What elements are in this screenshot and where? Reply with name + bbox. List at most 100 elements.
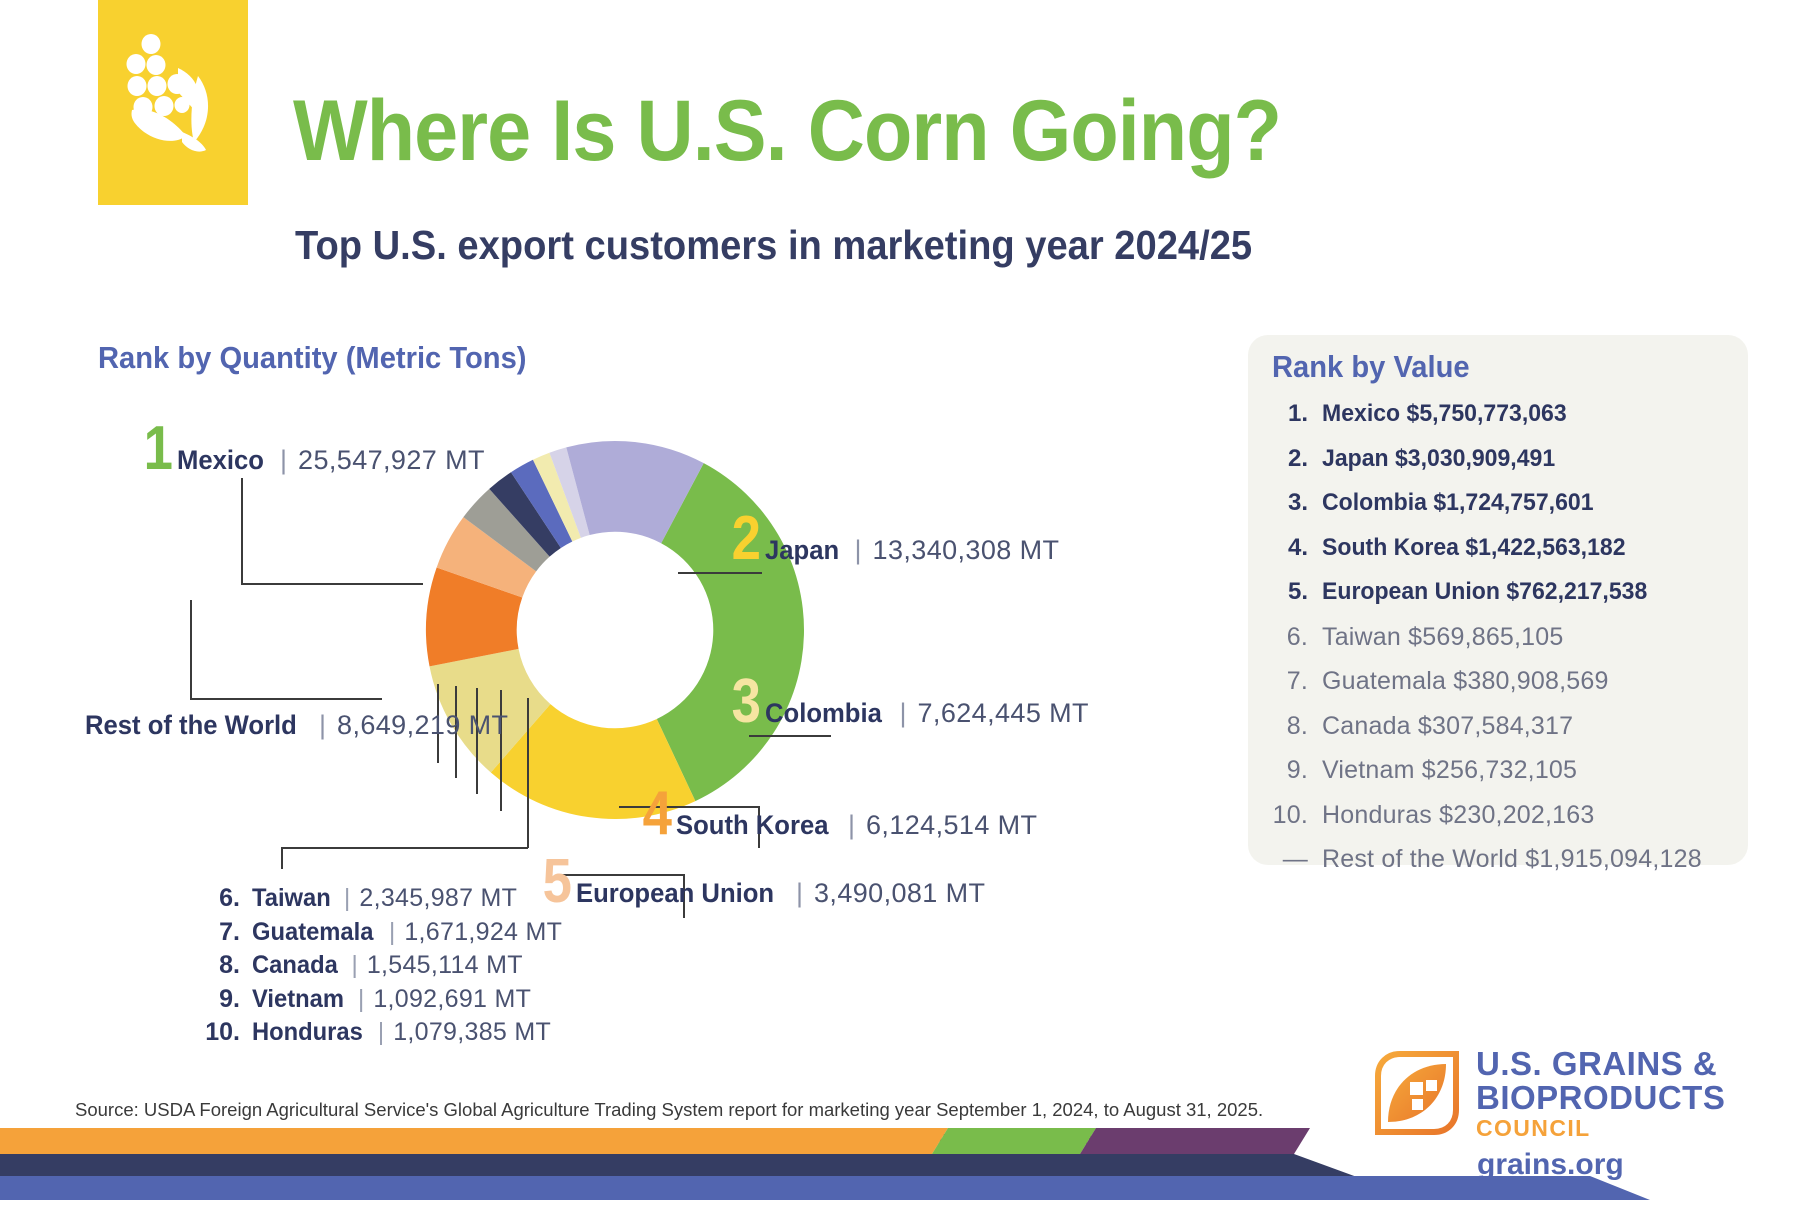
logo-line-3: COUNCIL bbox=[1476, 1115, 1591, 1141]
minor-separator: | bbox=[343, 884, 351, 912]
value-rank-list: 1. Mexico $5,750,773,063 2. Japan $3,030,90… bbox=[1272, 400, 1752, 890]
callout-country-european-union: European Union bbox=[576, 878, 775, 908]
minor-country: Guatemala bbox=[252, 917, 374, 946]
value-item-text: European Union $762,217,538 bbox=[1322, 578, 1648, 605]
donut-slice-south-korea bbox=[426, 567, 523, 667]
callout-country-south-korea: South Korea bbox=[676, 810, 829, 840]
leader-canada-v bbox=[476, 688, 478, 794]
leader-guatemala-v bbox=[500, 690, 502, 811]
callout-separator: | bbox=[854, 535, 862, 565]
value-item-text: Guatemala $380,908,569 bbox=[1322, 667, 1609, 695]
quantity-minor-list: 6. Taiwan | 2,345,987 MT 7. Guatemala | … bbox=[198, 884, 562, 1052]
donut-slice-japan bbox=[490, 704, 696, 819]
leader-mexico-horizontal bbox=[241, 583, 423, 585]
minor-country: Vietnam bbox=[252, 984, 344, 1013]
leaf-logo-icon bbox=[1374, 1050, 1460, 1141]
value-list-item: 10. Honduras $230,202,163 bbox=[1272, 801, 1752, 846]
value-item-rank: 8. bbox=[1286, 711, 1308, 740]
value-item-rank: 1. bbox=[1287, 400, 1308, 427]
minor-rank: 7. bbox=[219, 917, 240, 946]
leader-taiwan-v bbox=[527, 698, 529, 848]
leader-mexico-vertical bbox=[241, 478, 243, 584]
value-item-rank: 7. bbox=[1286, 667, 1308, 695]
minor-country: Taiwan bbox=[252, 884, 331, 912]
list-item: 6. Taiwan | 2,345,987 MT bbox=[198, 884, 562, 918]
leader-honduras-v bbox=[437, 684, 439, 763]
callout-value-japan: 13,340,308 MT bbox=[872, 535, 1060, 565]
value-item-text: Colombia $1,724,757,601 bbox=[1322, 489, 1594, 516]
minor-value: 1,092,691 MT bbox=[373, 984, 532, 1013]
donut-slice-canada bbox=[510, 459, 573, 548]
callout-separator: | bbox=[280, 445, 288, 475]
leader-row-horizontal bbox=[190, 698, 382, 700]
donut-slice-mexico bbox=[656, 463, 804, 802]
bottom-decoration-bar bbox=[0, 1128, 1800, 1200]
callout-colombia: 3 Colombia | 7,624,445 MT bbox=[729, 667, 1089, 736]
value-item-rank: 10. bbox=[1272, 800, 1308, 829]
callout-separator: | bbox=[795, 878, 803, 908]
callout-value-european-union: 3,490,081 MT bbox=[814, 878, 986, 908]
callout-rank-colombia: 3 bbox=[731, 667, 761, 736]
list-item: 8. Canada | 1,545,114 MT bbox=[198, 951, 562, 985]
value-list-item: 2. Japan $3,030,909,491 bbox=[1272, 445, 1752, 490]
value-item-text: Japan $3,030,909,491 bbox=[1322, 444, 1556, 472]
leader-eu-vertical bbox=[683, 874, 685, 918]
callout-rest-of-world: Rest of the World | 8,649,219 MT bbox=[85, 710, 508, 741]
callout-south-korea: 4 South Korea | 6,124,514 MT bbox=[640, 783, 1038, 845]
donut-slice-vietnam bbox=[532, 452, 581, 542]
callout-country-japan: Japan bbox=[765, 535, 840, 565]
value-item-rank: 4. bbox=[1287, 533, 1308, 561]
callout-separator: | bbox=[899, 698, 907, 728]
value-item-text: Mexico $5,750,773,063 bbox=[1322, 400, 1567, 427]
donut-slice-european-union bbox=[436, 517, 537, 598]
list-item: 7. Guatemala | 1,671,924 MT bbox=[198, 918, 562, 952]
callout-separator: | bbox=[319, 710, 327, 740]
leader-japan bbox=[678, 572, 762, 574]
page-title: Where Is U.S. Corn Going? bbox=[293, 83, 1282, 179]
corn-badge bbox=[98, 0, 248, 205]
value-item-text: Rest of the World $1,915,094,128 bbox=[1322, 845, 1702, 873]
minor-separator: | bbox=[357, 984, 365, 1013]
logo-wordmark: U.S. GRAINS & BIOPRODUCTS COUNCIL bbox=[1476, 1047, 1725, 1142]
logo-line-1: U.S. GRAINS & bbox=[1476, 1045, 1718, 1082]
callout-value-colombia: 7,624,445 MT bbox=[917, 698, 1089, 728]
list-item: 10. Honduras | 1,079,385 MT bbox=[198, 1018, 562, 1052]
value-panel bbox=[1248, 335, 1748, 865]
value-item-rank: 6. bbox=[1286, 622, 1308, 651]
donut-slice-colombia bbox=[429, 648, 551, 773]
minor-rank: 10. bbox=[205, 1018, 240, 1046]
callout-value-rest-of-world: 8,649,219 MT bbox=[337, 710, 509, 740]
value-list-item: — Rest of the World $1,915,094,128 bbox=[1272, 845, 1752, 890]
value-list-item: 8. Canada $307,584,317 bbox=[1272, 712, 1752, 757]
callout-value-south-korea: 6,124,514 MT bbox=[866, 810, 1038, 840]
minor-separator: | bbox=[377, 1018, 385, 1046]
value-item-rank: — bbox=[1282, 845, 1308, 873]
callout-rank-mexico: 1 bbox=[143, 414, 173, 483]
source-line-1: Source: USDA Foreign Agricultural Servic… bbox=[75, 1099, 1264, 1120]
value-item-rank: 5. bbox=[1287, 578, 1308, 605]
leader-taiwan-h bbox=[281, 847, 528, 849]
value-list-item: 5. European Union $762,217,538 bbox=[1272, 578, 1752, 623]
value-item-rank: 3. bbox=[1287, 489, 1308, 516]
minor-rank: 6. bbox=[219, 884, 240, 912]
value-item-text: Canada $307,584,317 bbox=[1322, 711, 1574, 740]
donut-slice-taiwan bbox=[463, 488, 550, 572]
value-list-item: 1. Mexico $5,750,773,063 bbox=[1272, 400, 1752, 445]
callout-rank-european-union: 5 bbox=[542, 847, 572, 916]
minor-value: 1,545,114 MT bbox=[366, 951, 523, 979]
donut-chart bbox=[425, 440, 805, 820]
callout-separator: | bbox=[848, 810, 856, 840]
value-section-heading: Rank by Value bbox=[1272, 349, 1470, 384]
value-list-item: 9. Vietnam $256,732,105 bbox=[1272, 756, 1752, 801]
donut-slice-honduras bbox=[549, 447, 590, 538]
page-subtitle: Top U.S. export customers in marketing y… bbox=[295, 222, 1253, 268]
value-item-text: Honduras $230,202,163 bbox=[1322, 800, 1595, 829]
callout-country-rest-of-world: Rest of the World bbox=[85, 710, 297, 740]
leader-comb-drop bbox=[281, 847, 283, 869]
value-list-item: 7. Guatemala $380,908,569 bbox=[1272, 667, 1752, 712]
logo-url[interactable]: grains.org bbox=[1477, 1148, 1624, 1181]
logo-line-2: BIOPRODUCTS bbox=[1476, 1079, 1726, 1116]
leader-korea-vertical bbox=[758, 806, 760, 848]
value-list-item: 6. Taiwan $569,865,105 bbox=[1272, 623, 1752, 668]
